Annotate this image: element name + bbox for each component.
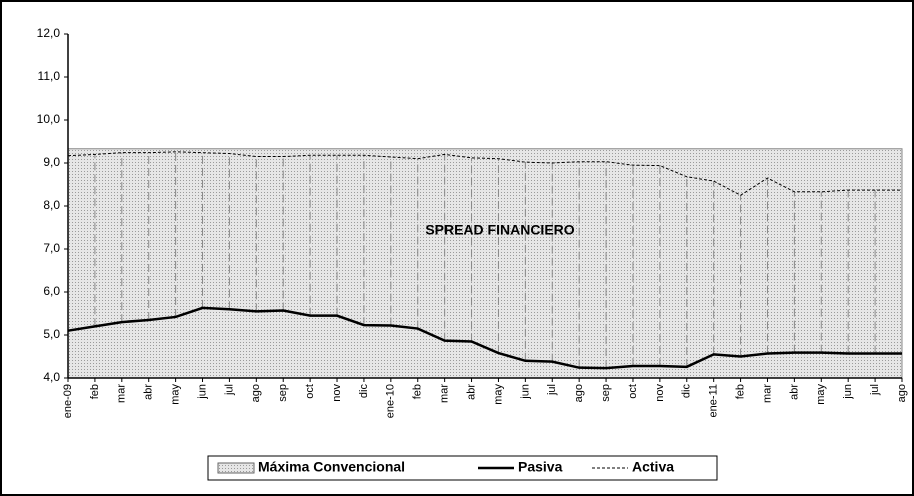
y-tick-label: 6,0 — [43, 284, 60, 298]
x-tick-label: oct — [304, 384, 316, 399]
x-tick-label: jul — [869, 384, 881, 396]
x-tick-label: mar — [761, 384, 773, 403]
y-tick-label: 9,0 — [43, 155, 60, 169]
legend-box — [207, 455, 718, 481]
y-tick-label: 7,0 — [43, 241, 60, 255]
x-tick-label: ago — [250, 384, 262, 402]
legend-label: Activa — [632, 459, 674, 475]
line — [67, 306, 902, 370]
y-tick-label: 10,0 — [37, 112, 61, 126]
legend: Máxima Convencional Pasiva Activa — [217, 459, 674, 475]
x-tick-label: dic — [681, 384, 693, 399]
x-tick-label: abr — [788, 384, 800, 400]
annotation: SPREAD FINANCIERO — [425, 222, 574, 238]
x-tick-label: ene-10 — [385, 384, 397, 418]
line — [67, 151, 902, 196]
legend-label: Máxima Convencional — [258, 459, 405, 475]
x-tick-label: oct — [627, 384, 639, 399]
legend-label: Pasiva — [518, 459, 563, 475]
x-tick-label: abr — [465, 384, 477, 400]
x-tick-label: nov — [654, 384, 666, 402]
plot: 4,0 5,0 6,0 7,0 8,0 9,0 10,0 11,0 12,0 ene-09 feb m… — [37, 26, 908, 418]
x-tick-label: ene-11 — [708, 384, 720, 417]
x-tick-label: feb — [412, 384, 424, 399]
x-tick-label: sep — [277, 384, 289, 402]
x-tick-label: dic — [358, 384, 370, 399]
area — [67, 148, 903, 379]
x-tick-label: jun — [842, 384, 854, 400]
x-tick-label: mar — [116, 384, 128, 403]
x-tick-label: abr — [143, 384, 155, 400]
y-tick-label: 4,0 — [43, 370, 60, 384]
x-tick-label: jun — [519, 384, 531, 400]
x-tick-label: ene-09 — [62, 384, 74, 418]
x-tick-label: mar — [439, 384, 451, 403]
x-tick-label: may — [170, 384, 182, 405]
y-tick-label: 11,0 — [38, 69, 61, 83]
x-tick-label: may — [492, 384, 504, 405]
legend-swatch — [217, 462, 255, 474]
x-tick-label: nov — [331, 384, 343, 402]
y-tick-label: 12,0 — [37, 26, 61, 40]
x-tick-label: may — [815, 384, 827, 405]
x-tick-label: feb — [89, 384, 101, 399]
x-tick-label: ago — [573, 384, 585, 402]
x-tick-label: jul — [223, 384, 235, 396]
y-tick-label: 5,0 — [43, 327, 60, 341]
x-tick-label: jun — [196, 384, 208, 400]
x-tick-label: jul — [546, 384, 558, 396]
x-tick-label: ago — [896, 384, 908, 402]
x-tick-label: sep — [600, 384, 612, 402]
y-tick-label: 8,0 — [43, 198, 60, 212]
x-tick-label: feb — [734, 384, 746, 399]
